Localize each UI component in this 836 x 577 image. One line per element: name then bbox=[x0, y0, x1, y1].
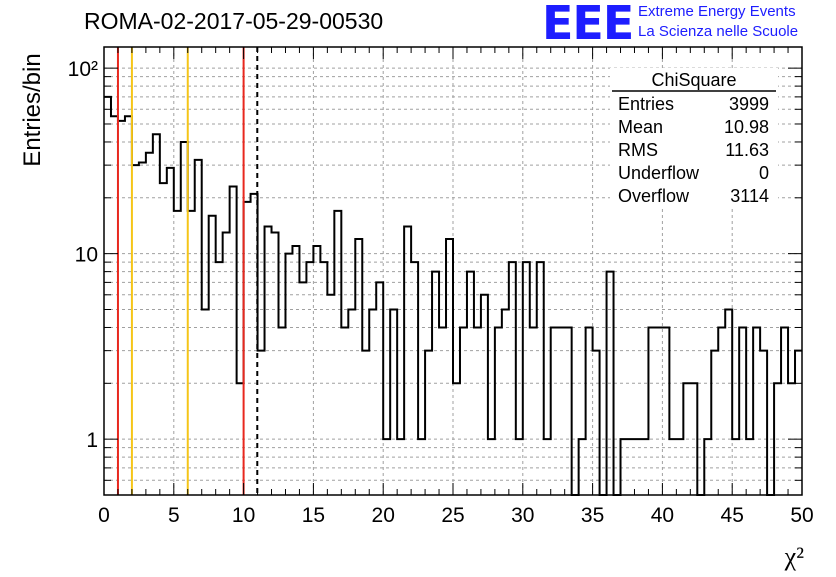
x-tick-label: 35 bbox=[581, 504, 604, 527]
y-tick-label: 10 bbox=[75, 244, 98, 267]
x-tick-label: 25 bbox=[441, 504, 464, 527]
x-tick-label: 50 bbox=[790, 504, 813, 527]
stats-value: 11.63 bbox=[725, 140, 769, 160]
eee-logo-line2: La Scienza nelle Scuole bbox=[638, 23, 799, 40]
x-axis-title: χ² bbox=[784, 542, 805, 571]
x-tick-label: 15 bbox=[302, 504, 325, 527]
stats-label: Overflow bbox=[618, 186, 690, 206]
stats-label: RMS bbox=[618, 140, 658, 160]
x-tick-label: 10 bbox=[232, 504, 255, 527]
stats-label: Entries bbox=[618, 94, 674, 114]
stats-label: Underflow bbox=[618, 163, 700, 183]
x-tick-label: 5 bbox=[168, 504, 180, 527]
eee-logo-line1: Extreme Energy Events bbox=[638, 3, 796, 20]
x-tick-label: 0 bbox=[98, 504, 110, 527]
run-title: ROMA-02-2017-05-29-00530 bbox=[84, 8, 384, 34]
x-tick-label: 20 bbox=[372, 504, 395, 527]
stats-value: 3114 bbox=[730, 186, 769, 206]
x-tick-label: 30 bbox=[511, 504, 534, 527]
stats-value: 10.98 bbox=[724, 117, 769, 137]
y-tick-label: 1 bbox=[86, 429, 98, 452]
stats-value: 0 bbox=[759, 163, 769, 183]
x-tick-label: 40 bbox=[651, 504, 674, 527]
y-axis-title: Entries/bin bbox=[19, 53, 46, 166]
eee-logo: EEE bbox=[542, 0, 634, 50]
x-tick-label: 45 bbox=[721, 504, 744, 527]
stats-value: 3999 bbox=[729, 94, 769, 114]
y-tick-label: 10² bbox=[68, 58, 98, 81]
stats-label: Mean bbox=[618, 117, 663, 137]
histogram-series bbox=[104, 95, 802, 496]
stats-title: ChiSquare bbox=[651, 70, 736, 90]
